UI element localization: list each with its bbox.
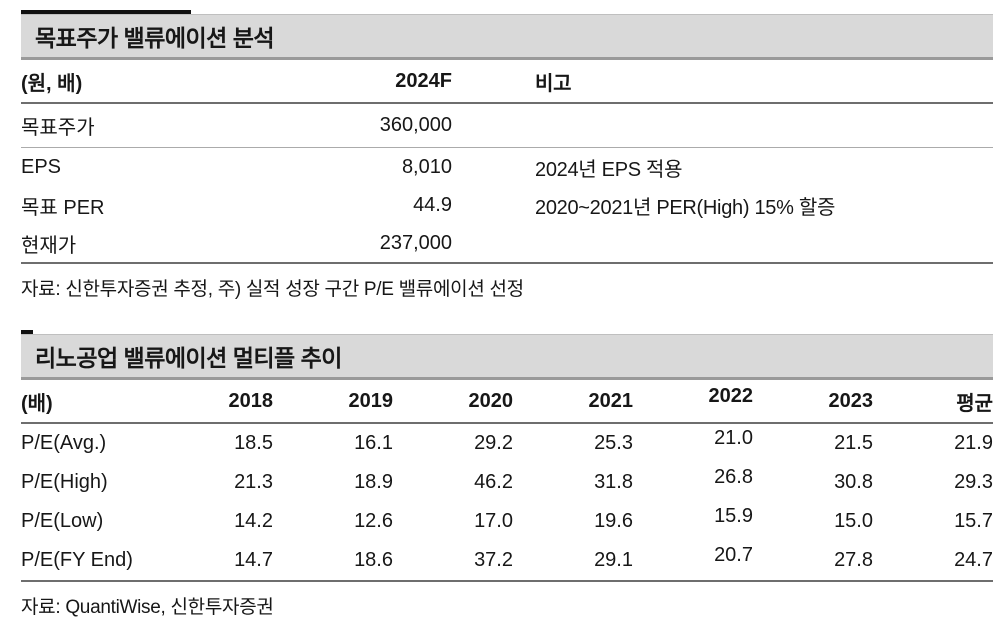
row-label: EPS bbox=[21, 155, 62, 178]
cell-value: 25.3 bbox=[594, 432, 633, 454]
cell-value: 27.8 bbox=[834, 549, 873, 571]
row-value: 360,000 bbox=[379, 114, 452, 136]
title-accent-bar bbox=[21, 10, 191, 14]
row-note: 2024년 EPS 적용 bbox=[535, 158, 683, 181]
cell-value: 21.5 bbox=[834, 432, 873, 454]
cell-value: 16.1 bbox=[354, 432, 393, 454]
title-accent-tick bbox=[21, 330, 33, 334]
cell-value: 21.3 bbox=[234, 471, 273, 493]
target-price-valuation-table: 목표주가 밸류에이션 분석 (원, 배) 2024F 비고 목표주가 360,0… bbox=[21, 10, 993, 301]
cell-value: 30.8 bbox=[834, 471, 873, 493]
row-label: 현재가 bbox=[21, 234, 77, 257]
row-value: 8,010 bbox=[401, 155, 452, 178]
table-row: 현재가 237,000 bbox=[21, 224, 993, 262]
cell-value: 15.0 bbox=[834, 510, 873, 532]
table2-source-note: 자료: QuantiWise, 신한투자증권 bbox=[21, 597, 274, 618]
row-note: 2020~2021년 PER(High) 15% 할증 bbox=[535, 196, 836, 219]
cell-value: 14.2 bbox=[234, 510, 273, 532]
cell-value: 19.6 bbox=[594, 510, 633, 532]
cell-value: 18.9 bbox=[354, 471, 393, 493]
table2-title: 리노공업 밸류에이션 멀티플 추이 bbox=[35, 345, 342, 371]
year-col-header: 2018 bbox=[228, 389, 274, 412]
table1-year-header: 2024F bbox=[395, 69, 452, 92]
table1-body: 목표주가 360,000 EPS 8,010 2024년 EPS 적용 목표 P… bbox=[21, 104, 993, 264]
cell-value: 18.6 bbox=[354, 549, 393, 571]
table-row: 목표 PER 44.9 2020~2021년 PER(High) 15% 할증 bbox=[21, 186, 993, 224]
table1-source-note: 자료: 신한투자증권 추정, 주) 실적 성장 구간 P/E 밸류에이션 선정 bbox=[21, 279, 524, 300]
table1-title-bar: 목표주가 밸류에이션 분석 bbox=[21, 14, 993, 60]
table1-note-header: 비고 bbox=[535, 72, 572, 95]
table-row: 목표주가 360,000 bbox=[21, 104, 993, 148]
cell-value: 29.3 bbox=[954, 471, 993, 493]
table2-title-bar: 리노공업 밸류에이션 멀티플 추이 bbox=[21, 334, 993, 380]
table-row: EPS 8,010 2024년 EPS 적용 bbox=[21, 148, 993, 186]
cell-value: 15.7 bbox=[954, 510, 993, 532]
cell-value: 18.5 bbox=[234, 432, 273, 454]
row-label: 목표주가 bbox=[21, 117, 95, 139]
table1-header-row: (원, 배) 2024F 비고 bbox=[21, 60, 993, 104]
cell-value: 31.8 bbox=[594, 471, 633, 493]
row-label: P/E(Low) bbox=[21, 510, 104, 532]
table1-unit-header: (원, 배) bbox=[21, 72, 83, 95]
cell-value: 21.0 bbox=[714, 427, 753, 449]
cell-value: 26.8 bbox=[714, 466, 753, 488]
avg-col-header: 평균 bbox=[956, 392, 993, 415]
year-col-header: 2019 bbox=[348, 389, 394, 412]
cell-value: 29.2 bbox=[474, 432, 513, 454]
row-value: 44.9 bbox=[413, 193, 452, 216]
row-label: P/E(FY End) bbox=[21, 549, 133, 571]
year-col-header: 2021 bbox=[588, 389, 634, 412]
table-row: P/E(Low) 14.2 12.6 17.0 19.6 15.9 15.0 1… bbox=[21, 502, 993, 541]
row-label: P/E(High) bbox=[21, 471, 108, 493]
year-col-header: 2020 bbox=[468, 389, 514, 412]
row-value: 237,000 bbox=[379, 231, 452, 254]
cell-value: 14.7 bbox=[234, 549, 273, 571]
cell-value: 12.6 bbox=[354, 510, 393, 532]
table2-unit-header: (배) bbox=[21, 392, 53, 415]
year-col-header: 2023 bbox=[828, 389, 874, 412]
cell-value: 21.9 bbox=[954, 432, 993, 454]
row-label: P/E(Avg.) bbox=[21, 432, 107, 454]
row-label: 목표 PER bbox=[21, 196, 105, 219]
cell-value: 46.2 bbox=[474, 471, 513, 493]
cell-value: 17.0 bbox=[474, 510, 513, 532]
cell-value: 37.2 bbox=[474, 549, 513, 571]
table-row: P/E(FY End) 14.7 18.6 37.2 29.1 20.7 27.… bbox=[21, 541, 993, 580]
cell-value: 29.1 bbox=[594, 549, 633, 571]
table-row: P/E(Avg.) 18.5 16.1 29.2 25.3 21.0 21.5 … bbox=[21, 424, 993, 463]
table-row: P/E(High) 21.3 18.9 46.2 31.8 26.8 30.8 … bbox=[21, 463, 993, 502]
table1-title: 목표주가 밸류에이션 분석 bbox=[35, 25, 275, 51]
valuation-multiple-history-table: 리노공업 밸류에이션 멀티플 추이 (배) 2018 2019 2020 202… bbox=[21, 330, 993, 619]
cell-value: 20.7 bbox=[714, 544, 753, 566]
cell-value: 15.9 bbox=[714, 505, 753, 527]
cell-value: 24.7 bbox=[954, 549, 993, 571]
table2-header-row: (배) 2018 2019 2020 2021 2022 2023 평균 bbox=[21, 380, 993, 424]
table2-body: P/E(Avg.) 18.5 16.1 29.2 25.3 21.0 21.5 … bbox=[21, 424, 993, 582]
year-col-header: 2022 bbox=[708, 384, 754, 407]
